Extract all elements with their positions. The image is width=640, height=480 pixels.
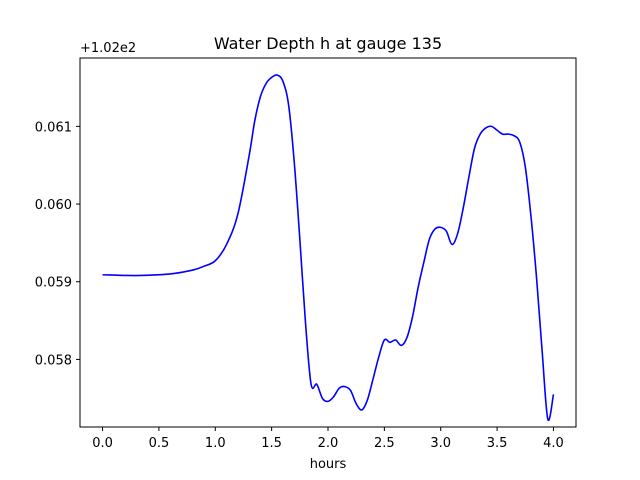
y-axis-offset-label: +1.02e2: [80, 41, 136, 56]
x-tick-label: 2.5: [374, 436, 395, 451]
x-tick-label: 0.5: [149, 436, 170, 451]
x-tick-label: 3.0: [430, 436, 451, 451]
x-axis-label: hours: [310, 457, 347, 472]
series-line-0: [102, 74, 555, 422]
y-tick-label: 0.058: [35, 353, 72, 368]
chart-title: Water Depth h at gauge 135: [214, 34, 442, 53]
plot-area: 0.0 0.5 1.0 1.5 2.0 2.5 3.0 3.5 4.0 0.058 0.059 0.0…: [35, 57, 577, 451]
x-tick-label: 3.5: [487, 436, 508, 451]
y-tick-label: 0.061: [35, 120, 72, 135]
x-tick-label: 0.0: [92, 436, 113, 451]
y-tick-label: 0.060: [35, 198, 72, 213]
x-tick-label: 1.0: [205, 436, 226, 451]
axes-frame: [79, 57, 577, 428]
x-tick-label: 1.5: [261, 436, 282, 451]
x-tick-label: 4.0: [543, 436, 564, 451]
y-tick-label: 0.059: [35, 276, 72, 291]
x-tick-label: 2.0: [318, 436, 339, 451]
